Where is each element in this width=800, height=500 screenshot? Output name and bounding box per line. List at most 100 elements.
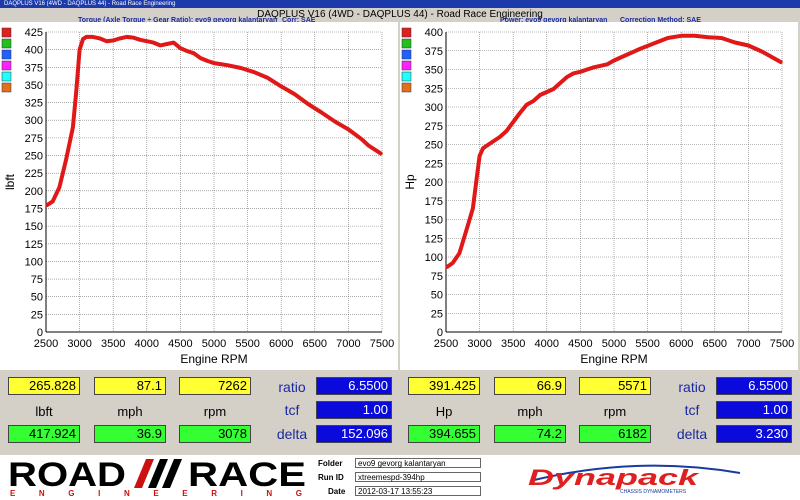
left-torque-current: 265.828 <box>8 377 80 395</box>
left-mph-current: 87.1 <box>94 377 166 395</box>
right-mph-peak: 74.2 <box>494 425 566 443</box>
power-legend-swatch-3 <box>401 60 412 71</box>
torque-xtick-label: 3000 <box>67 338 91 350</box>
power-xtick-label: 7500 <box>770 338 794 350</box>
window-title: DAQPLUS V16 (4WD - DAQPLUS 44) - Road Ra… <box>4 1 176 7</box>
power-ytick-label: 0 <box>437 327 443 339</box>
power-chart: 2500 3000 3500 4000 4500 5000 5500 6000 6500 7000… <box>400 22 798 370</box>
torque-ytick-label: 375 <box>25 62 43 74</box>
torque-xtick-label: 4500 <box>168 338 192 350</box>
torque-legend-swatch-0 <box>1 27 12 38</box>
torque-ytick-label: 200 <box>25 186 43 198</box>
power-xlabel: Engine RPM <box>580 352 647 366</box>
power-xtick-label: 5000 <box>602 338 626 350</box>
power-ytick-label: 400 <box>425 27 443 39</box>
power-ytick-label: 200 <box>425 177 443 189</box>
window-title-bar: DAQPLUS V16 (4WD - DAQPLUS 44) - Road Ra… <box>0 0 800 8</box>
power-ytick-label: 75 <box>431 271 443 283</box>
torque-ytick-label: 300 <box>25 115 43 127</box>
power-ytick-label: 275 <box>425 121 443 133</box>
torque-xtick-label: 4000 <box>135 338 159 350</box>
power-xtick-label: 6000 <box>669 338 693 350</box>
date-label: Date <box>328 487 346 496</box>
torque-ylabel: lbft <box>3 173 17 190</box>
power-xtick-label: 6500 <box>703 338 727 350</box>
left-unit-rpm: rpm <box>203 404 227 419</box>
left-ratio-value: 6.5500 <box>316 377 392 395</box>
runid-label: Run ID <box>318 473 344 482</box>
power-series-line-0 <box>445 33 783 269</box>
power-legend-swatch-5 <box>401 82 412 93</box>
power-ylabel: Hp <box>403 174 417 190</box>
main-title: DAQPLUS V16 (4WD - DAQPLUS 44) - Road Ra… <box>257 9 543 20</box>
torque-ytick-label: 25 <box>31 309 43 321</box>
power-xtick-label: 4000 <box>535 338 559 350</box>
power-legend-swatch-1 <box>401 38 412 49</box>
torque-ytick-label: 125 <box>25 239 43 251</box>
power-ytick-label: 25 <box>431 308 443 320</box>
logo-engineering-text: E N G I N E E R I N G <box>10 489 302 497</box>
torque-legend-swatch-1 <box>1 38 12 49</box>
torque-ytick-label: 225 <box>25 168 43 180</box>
power-ytick-label: 125 <box>425 233 443 245</box>
power-xtick-label: 3500 <box>501 338 525 350</box>
date-value: 2012-03-17 13:55:23 <box>355 486 481 496</box>
torque-legend-swatch-4 <box>1 71 12 82</box>
right-mph-current: 66.9 <box>494 377 566 395</box>
power-ytick-label: 350 <box>425 65 443 77</box>
left-delta-label: delta <box>276 426 308 442</box>
power-ytick-label: 100 <box>425 252 443 264</box>
footer: ROAD RACE E N G I N E E R I N G Folder e… <box>0 455 800 500</box>
right-tcf-label: tcf <box>684 402 700 418</box>
left-torque-peak: 417.924 <box>8 425 80 443</box>
left-ratio-label: ratio <box>278 379 306 395</box>
right-chart-subtitle-series: Power: evo9 gevorg kalantaryan <box>500 17 608 24</box>
logo-road-text: ROAD <box>8 457 126 494</box>
left-tcf-value: 1.00 <box>316 401 392 419</box>
left-rpm-peak: 3078 <box>179 425 251 443</box>
torque-ytick-label: 350 <box>25 80 43 92</box>
folder-value: evo9 gevorg kalantaryan <box>355 458 481 468</box>
left-rpm-current: 7262 <box>179 377 251 395</box>
power-ytick-label: 300 <box>425 102 443 114</box>
right-delta-value: 3.230 <box>716 425 792 443</box>
right-ratio-label: ratio <box>678 379 706 395</box>
left-mph-peak: 36.9 <box>94 425 166 443</box>
torque-chart: 2500 3000 3500 4000 4500 5000 5500 6000 6500 7000… <box>0 22 398 370</box>
right-tcf-value: 1.00 <box>716 401 792 419</box>
power-xtick-label: 3000 <box>467 338 491 350</box>
torque-xtick-label: 7000 <box>336 338 360 350</box>
left-unit-lbft: lbft <box>35 404 53 419</box>
folder-label: Folder <box>318 459 343 468</box>
torque-legend-swatch-5 <box>1 82 12 93</box>
power-xtick-label: 5500 <box>635 338 659 350</box>
power-xtick-label: 2500 <box>434 338 458 350</box>
power-ytick-label: 150 <box>425 215 443 227</box>
left-readout-panel: 265.828 87.1 7262 lbft mph rpm 417.924 3… <box>4 372 396 452</box>
power-ytick-label: 325 <box>425 83 443 95</box>
power-legend-swatch-2 <box>401 49 412 60</box>
right-readout-panel: 391.425 66.9 5571 Hp mph rpm 394.655 74.… <box>404 372 796 452</box>
torque-ytick-label: 400 <box>25 45 43 57</box>
left-delta-value: 152.096 <box>316 425 392 443</box>
torque-ytick-label: 275 <box>25 133 43 145</box>
runid-value: xtreemespd-394hp <box>355 472 481 482</box>
right-chart-subtitle-corr: Correction Method: SAE <box>620 17 701 24</box>
power-ytick-label: 175 <box>425 196 443 208</box>
torque-ytick-label: 0 <box>37 327 43 339</box>
right-unit-rpm: rpm <box>603 404 627 419</box>
left-chart-subtitle-series: Torque (Axle Torque ÷ Gear Ratio): evo9 … <box>78 17 278 24</box>
right-ratio-value: 6.5500 <box>716 377 792 395</box>
torque-xtick-label: 5500 <box>235 338 259 350</box>
torque-xtick-label: 2500 <box>34 338 58 350</box>
torque-xtick-label: 5000 <box>202 338 226 350</box>
power-ytick-label: 50 <box>431 290 443 302</box>
right-rpm-peak: 6182 <box>579 425 651 443</box>
road-race-logo: ROAD RACE E N G I N E E R I N G <box>8 457 306 497</box>
torque-ytick-label: 175 <box>25 203 43 215</box>
left-tcf-label: tcf <box>284 402 300 418</box>
right-delta-label: delta <box>676 426 708 442</box>
torque-xtick-label: 6000 <box>269 338 293 350</box>
power-ytick-label: 225 <box>425 158 443 170</box>
power-ytick-label: 250 <box>425 140 443 152</box>
